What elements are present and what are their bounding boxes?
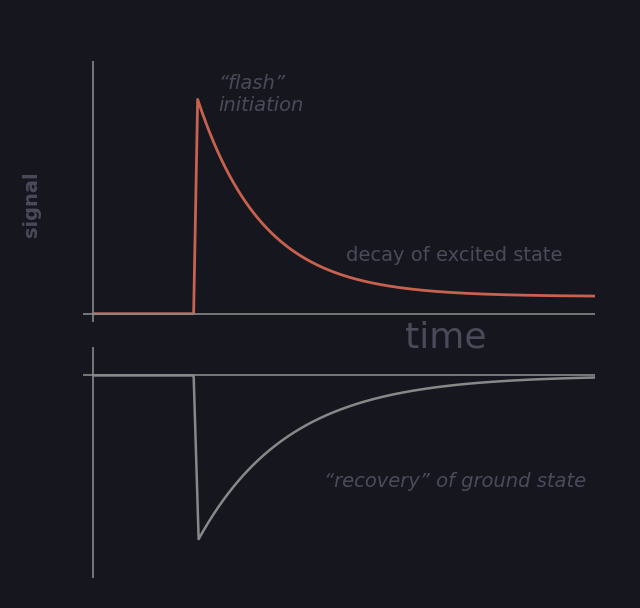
- Text: time: time: [405, 320, 486, 354]
- Text: “flash”
initiation: “flash” initiation: [219, 74, 304, 115]
- Text: “recovery” of ground state: “recovery” of ground state: [324, 472, 586, 491]
- Text: signal: signal: [22, 172, 42, 237]
- Text: decay of excited state: decay of excited state: [346, 246, 563, 265]
